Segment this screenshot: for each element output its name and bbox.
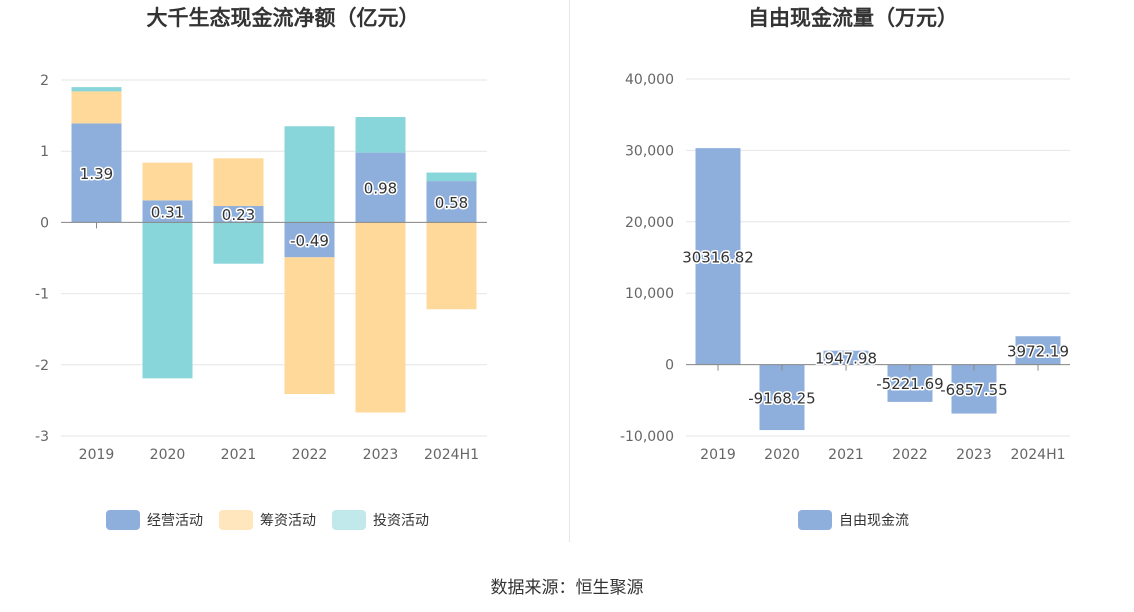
left-legend: 经营活动 筹资活动 投资活动: [106, 510, 445, 530]
right-free-cashflow-chart: 40,000 30,000 20,000 10,000 0 -10,000 2019 2020…: [620, 72, 1071, 463]
right-xtick-label: 2023: [956, 447, 992, 463]
bar-free-cash: [823, 350, 869, 365]
left-data-label: 0.23: [222, 206, 255, 224]
left-xtick-label: 2024H1: [424, 447, 479, 463]
left-data-label-halo: 1.39: [80, 165, 113, 183]
right-data-label: -6857.55: [940, 381, 1007, 399]
right-data-label: 3972.19: [1007, 342, 1069, 360]
legend-label-operating: 经营活动: [147, 513, 203, 529]
bar-operating: [213, 206, 264, 223]
left-data-label: 1.39: [80, 165, 113, 183]
bar-free-cash: [695, 148, 741, 365]
bar-operating: [355, 152, 406, 223]
legend-label-free-cash: 自由现金流: [839, 513, 909, 529]
bar-financing: [71, 91, 122, 124]
bar-operating: [284, 222, 335, 258]
right-data-label-halo: -6857.55: [940, 381, 1007, 399]
bar-financing: [142, 162, 193, 201]
bar-operating: [142, 200, 193, 223]
right-ytick-label: 0: [665, 358, 674, 374]
bar-financing: [213, 158, 264, 207]
right-ytick-label: 40,000: [625, 72, 674, 88]
left-data-label: 0.58: [435, 194, 468, 212]
data-source-note: 数据来源：恒生聚源: [490, 578, 644, 598]
left-data-label-halo: 0.31: [151, 203, 184, 221]
right-data-label-halo: -5221.69: [876, 375, 943, 393]
right-xtick-label: 2020: [764, 447, 800, 463]
bar-free-cash: [887, 364, 933, 402]
right-ytick-label: 30,000: [625, 143, 674, 159]
bar-investing: [284, 126, 335, 223]
bar-financing: [284, 257, 335, 394]
bar-investing: [355, 117, 406, 153]
right-xtick-label: 2019: [700, 447, 736, 463]
left-data-label-halo: 0.98: [364, 180, 397, 198]
left-ytick-label: 1: [40, 144, 49, 160]
bar-investing: [426, 172, 477, 182]
right-data-label-halo: 30316.82: [682, 248, 754, 266]
bar-investing: [71, 87, 122, 92]
right-xtick-label: 2021: [828, 447, 864, 463]
bar-operating: [71, 123, 122, 223]
right-ytick-label: 10,000: [625, 286, 674, 302]
legend-swatch-financing: [219, 510, 253, 530]
left-xtick-label: 2022: [292, 447, 328, 463]
left-data-label-halo: 0.23: [222, 206, 255, 224]
legend-item-financing[interactable]: 筹资活动: [219, 510, 316, 530]
legend-label-investing: 投资活动: [373, 513, 429, 529]
legend-item-free-cash[interactable]: 自由现金流: [798, 510, 909, 530]
bar-investing: [213, 222, 264, 264]
right-data-label-halo: -9168.25: [748, 389, 815, 407]
legend-swatch-free-cash: [798, 510, 832, 530]
legend-swatch-operating: [106, 510, 140, 530]
legend-swatch-investing: [332, 510, 366, 530]
bar-free-cash: [759, 364, 805, 431]
left-ytick-label: -2: [35, 358, 49, 374]
left-chart-title: 大千生态现金流净额（亿元）: [146, 6, 420, 30]
legend-label-financing: 筹资活动: [260, 513, 316, 529]
right-data-label: -9168.25: [748, 389, 815, 407]
left-data-label-halo: -0.49: [290, 232, 329, 250]
right-data-label: 30316.82: [682, 248, 754, 266]
bar-financing: [355, 222, 406, 413]
right-chart-title: 自由现金流量（万元）: [748, 6, 958, 30]
left-xtick-label: 2021: [221, 447, 257, 463]
left-data-label: 0.98: [364, 180, 397, 198]
right-legend: 自由现金流: [798, 510, 925, 530]
bar-free-cash: [1015, 336, 1061, 365]
legend-item-operating[interactable]: 经营活动: [106, 510, 203, 530]
right-data-label-halo: 1947.98: [815, 350, 877, 368]
panel-divider: [569, 0, 570, 542]
bar-free-cash: [951, 364, 997, 414]
left-ytick-label: 0: [40, 215, 49, 231]
left-ytick-label: 2: [40, 73, 49, 89]
bar-investing: [142, 222, 193, 379]
right-xtick-label: 2024H1: [1010, 447, 1065, 463]
bar-operating: [426, 181, 477, 223]
left-xtick-label: 2023: [363, 447, 399, 463]
legend-item-investing[interactable]: 投资活动: [332, 510, 429, 530]
right-data-label: -5221.69: [876, 375, 943, 393]
left-data-label: 0.31: [151, 203, 184, 221]
left-data-label: -0.49: [290, 232, 329, 250]
left-ytick-label: -1: [35, 287, 49, 303]
left-xtick-label: 2020: [150, 447, 186, 463]
bar-financing: [426, 222, 477, 310]
right-ytick-label: 20,000: [625, 215, 674, 231]
right-data-label: 1947.98: [815, 350, 877, 368]
left-xtick-label: 2019: [79, 447, 115, 463]
left-data-label-halo: 0.58: [435, 194, 468, 212]
right-ytick-label: -10,000: [620, 429, 674, 445]
left-ytick-label: -3: [35, 429, 49, 445]
right-xtick-label: 2022: [892, 447, 928, 463]
right-data-label-halo: 3972.19: [1007, 342, 1069, 360]
